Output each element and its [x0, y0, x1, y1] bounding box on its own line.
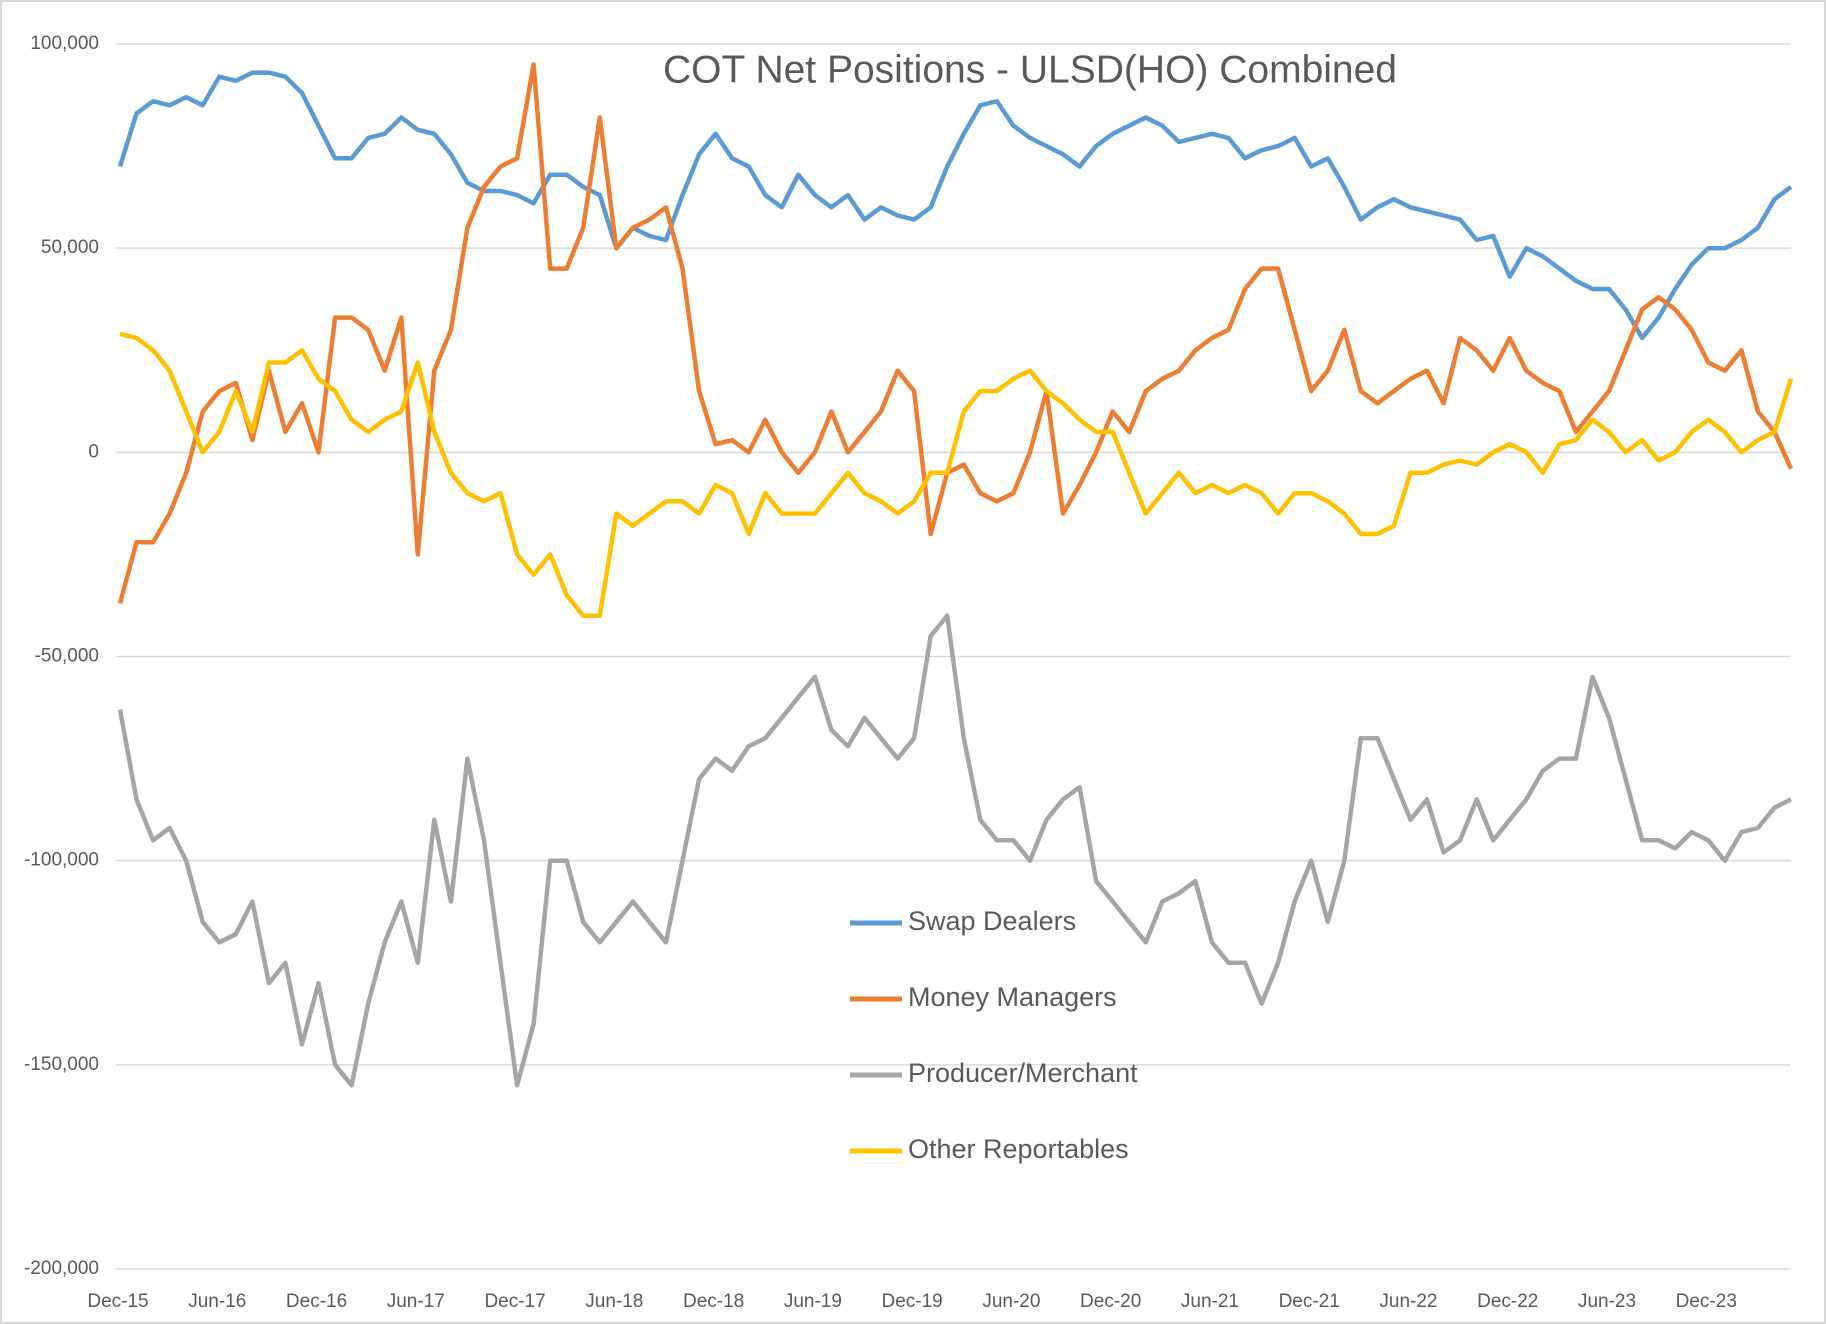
y-tick-label: 0	[88, 441, 99, 462]
x-tick-label: Dec-20	[1080, 1291, 1141, 1312]
x-tick-label: Dec-16	[286, 1291, 347, 1312]
x-tick-label: Jun-20	[982, 1291, 1040, 1312]
x-tick-label: Jun-23	[1578, 1291, 1636, 1312]
legend-label: Producer/Merchant	[908, 1058, 1138, 1088]
series-line	[117, 613, 1793, 1088]
x-tick-label: Jun-19	[784, 1291, 842, 1312]
y-tick-label: 100,000	[30, 33, 99, 54]
x-tick-label: Dec-17	[484, 1291, 545, 1312]
series-line	[117, 70, 1793, 341]
x-tick-label: Jun-21	[1181, 1291, 1239, 1312]
x-tick-label: Dec-23	[1676, 1291, 1737, 1312]
legend-label: Money Managers	[908, 982, 1117, 1012]
x-tick-label: Dec-19	[882, 1291, 943, 1312]
y-tick-label: -50,000	[35, 646, 99, 667]
y-tick-label: -200,000	[24, 1258, 99, 1279]
chart-title: COT Net Positions - ULSD(HO) Combined	[663, 48, 1397, 91]
y-tick-label: 50,000	[41, 237, 99, 258]
series-line	[119, 331, 1794, 618]
x-tick-label: Dec-21	[1279, 1291, 1340, 1312]
series-line	[117, 62, 1794, 604]
x-tick-label: Jun-17	[387, 1291, 445, 1312]
x-tick-label: Dec-22	[1477, 1291, 1538, 1312]
y-tick-label: -150,000	[24, 1054, 99, 1075]
x-tick-label: Jun-22	[1379, 1291, 1437, 1312]
y-tick-label: -100,000	[24, 850, 99, 871]
x-tick-label: Dec-18	[683, 1291, 744, 1312]
x-tick-label: Jun-16	[188, 1291, 246, 1312]
x-tick-label: Jun-18	[585, 1291, 643, 1312]
legend-label: Other Reportables	[908, 1134, 1129, 1164]
x-tick-label: Dec-15	[87, 1291, 148, 1312]
legend-label: Swap Dealers	[908, 906, 1076, 936]
